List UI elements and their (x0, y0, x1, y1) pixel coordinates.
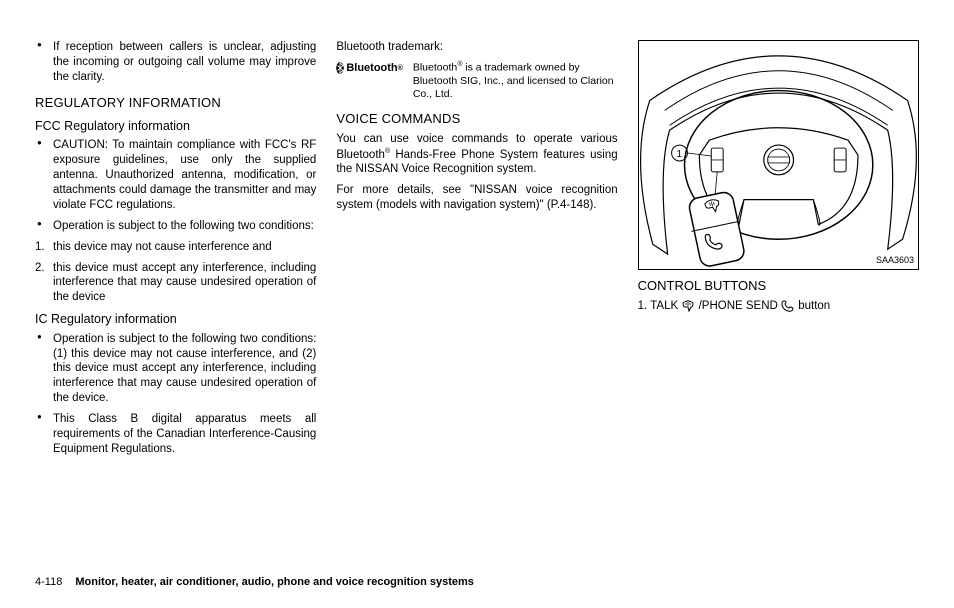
bluetooth-row: Bluetooth® Bluetooth® is a trademark own… (336, 61, 617, 101)
fcc-bullet-2: Operation is subject to the following tw… (35, 219, 316, 234)
fcc-b1-text: CAUTION: To maintain compliance with FCC… (53, 139, 316, 211)
page-number: 4-118 (35, 576, 62, 588)
bt-trademark-text: Bluetooth® is a trademark owned by Bluet… (413, 61, 618, 101)
fcc-heading: FCC Regulatory information (35, 118, 316, 134)
page-footer: 4-118 Monitor, heater, air conditioner, … (35, 576, 474, 588)
control-buttons-heading: CONTROL BUTTONS (638, 278, 919, 295)
intro-bullet: If reception between callers is unclear,… (35, 40, 316, 85)
steering-wheel-figure: 1 SAA3603 (638, 40, 919, 270)
column-3: 1 SAA3603 CONTROL BUTTONS (638, 40, 919, 550)
fcc-n2-text: this device must accept any interference… (53, 262, 316, 304)
cl-button: button (798, 300, 830, 312)
regulatory-heading: REGULATORY INFORMATION (35, 95, 316, 112)
column-2: Bluetooth trademark: Bluetooth® Bluetoot… (336, 40, 617, 550)
control-line-1: 1. TALK /PHONE SEND button (638, 299, 919, 314)
fcc-num-2: 2. this device must accept any interferen… (35, 261, 316, 306)
bt-logo-text: Bluetooth (346, 61, 397, 75)
voice-p1: You can use voice commands to operate va… (336, 132, 617, 178)
bt-text-1: Bluetooth (413, 61, 457, 73)
bt-logo-r: ® (398, 64, 403, 73)
num-1-marker: 1. (35, 240, 45, 255)
bluetooth-logo: Bluetooth® (336, 61, 403, 75)
phone-icon (781, 300, 795, 312)
steering-wheel-svg: 1 (639, 41, 918, 269)
cl-talk: TALK (650, 300, 678, 312)
intro-bullet-text: If reception between callers is unclear,… (53, 41, 316, 83)
ic-b2-text: This Class B digital apparatus meets all… (53, 413, 316, 455)
cl-phone: /PHONE SEND (699, 300, 778, 312)
ic-b1-text: Operation is subject to the following tw… (53, 333, 316, 405)
figure-id: SAA3603 (876, 255, 914, 267)
fcc-num-1: 1. this device may not cause interference… (35, 240, 316, 255)
talk-icon (681, 300, 695, 312)
ic-bullet-1: Operation is subject to the following tw… (35, 332, 316, 407)
ic-heading: IC Regulatory information (35, 311, 316, 327)
fcc-bullet-1: CAUTION: To maintain compliance with FCC… (35, 138, 316, 213)
footer-title: Monitor, heater, air conditioner, audio,… (75, 576, 474, 588)
ic-bullet-2: This Class B digital apparatus meets all… (35, 412, 316, 457)
svg-text:1: 1 (676, 149, 682, 160)
content-columns: If reception between callers is unclear,… (35, 40, 919, 550)
bluetooth-icon (336, 62, 344, 74)
cl-num: 1. (638, 300, 648, 312)
bt-label: Bluetooth trademark: (336, 40, 617, 55)
column-1: If reception between callers is unclear,… (35, 40, 316, 550)
num-2-marker: 2. (35, 261, 45, 276)
fcc-n1-text: this device may not cause interference a… (53, 241, 272, 253)
voice-heading: VOICE COMMANDS (336, 111, 617, 128)
voice-p2: For more details, see "NISSAN voice reco… (336, 183, 617, 213)
fcc-b2-text: Operation is subject to the following tw… (53, 220, 314, 232)
